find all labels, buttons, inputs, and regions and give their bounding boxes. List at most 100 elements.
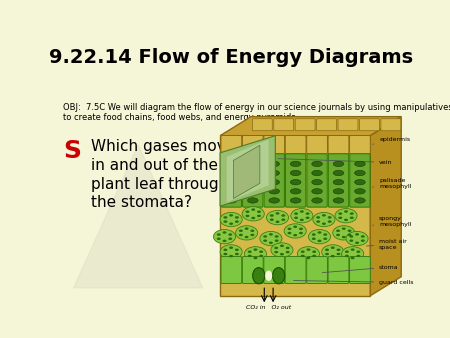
Ellipse shape	[356, 250, 360, 253]
Ellipse shape	[335, 209, 357, 223]
FancyBboxPatch shape	[285, 257, 306, 284]
FancyBboxPatch shape	[221, 136, 242, 154]
Ellipse shape	[331, 255, 335, 257]
FancyBboxPatch shape	[285, 154, 306, 207]
FancyBboxPatch shape	[285, 136, 306, 154]
Ellipse shape	[259, 250, 263, 253]
Ellipse shape	[338, 212, 342, 215]
Ellipse shape	[300, 219, 304, 221]
FancyBboxPatch shape	[264, 136, 284, 154]
Ellipse shape	[322, 214, 326, 217]
Ellipse shape	[223, 220, 227, 223]
Ellipse shape	[306, 257, 310, 259]
Ellipse shape	[355, 198, 365, 203]
Ellipse shape	[248, 161, 258, 167]
Ellipse shape	[246, 211, 249, 213]
Ellipse shape	[250, 230, 254, 232]
Ellipse shape	[350, 212, 354, 215]
Ellipse shape	[328, 220, 332, 223]
FancyBboxPatch shape	[243, 257, 263, 284]
Ellipse shape	[290, 198, 301, 203]
Polygon shape	[220, 136, 275, 206]
Ellipse shape	[316, 220, 320, 223]
FancyBboxPatch shape	[350, 136, 370, 154]
Polygon shape	[220, 117, 401, 136]
Ellipse shape	[355, 242, 359, 244]
Ellipse shape	[300, 210, 304, 213]
Ellipse shape	[248, 255, 252, 257]
Ellipse shape	[299, 227, 303, 230]
Ellipse shape	[223, 248, 227, 251]
Ellipse shape	[345, 250, 349, 253]
Ellipse shape	[336, 230, 340, 232]
Ellipse shape	[291, 209, 313, 223]
Ellipse shape	[281, 218, 285, 221]
Ellipse shape	[217, 233, 221, 236]
Ellipse shape	[306, 217, 310, 219]
Ellipse shape	[312, 250, 316, 253]
Ellipse shape	[337, 248, 341, 251]
Text: guard cells: guard cells	[293, 280, 414, 285]
Ellipse shape	[294, 212, 298, 215]
Ellipse shape	[312, 161, 322, 167]
Ellipse shape	[226, 189, 237, 194]
Ellipse shape	[345, 255, 349, 257]
Ellipse shape	[312, 198, 322, 203]
Ellipse shape	[274, 247, 278, 249]
Ellipse shape	[246, 215, 249, 217]
Ellipse shape	[290, 189, 301, 194]
Ellipse shape	[355, 170, 365, 176]
Text: moist air
space: moist air space	[366, 239, 407, 250]
Ellipse shape	[288, 232, 292, 234]
Ellipse shape	[344, 219, 348, 221]
Text: S: S	[63, 140, 81, 164]
Ellipse shape	[306, 212, 310, 215]
Ellipse shape	[361, 239, 365, 242]
Ellipse shape	[308, 230, 331, 244]
Text: palisade
mesophyll: palisade mesophyll	[373, 178, 411, 189]
FancyBboxPatch shape	[307, 154, 327, 207]
Ellipse shape	[301, 255, 305, 257]
FancyBboxPatch shape	[221, 154, 242, 207]
Ellipse shape	[269, 198, 279, 203]
Ellipse shape	[220, 245, 242, 259]
FancyBboxPatch shape	[328, 257, 349, 284]
Ellipse shape	[253, 268, 265, 284]
Ellipse shape	[337, 253, 341, 255]
Ellipse shape	[226, 198, 237, 203]
Ellipse shape	[248, 198, 258, 203]
Ellipse shape	[259, 255, 263, 257]
Ellipse shape	[356, 255, 360, 257]
Ellipse shape	[265, 270, 272, 281]
Ellipse shape	[239, 234, 243, 236]
Ellipse shape	[306, 248, 310, 251]
Polygon shape	[74, 145, 202, 288]
Ellipse shape	[220, 212, 242, 227]
Ellipse shape	[271, 243, 293, 257]
Ellipse shape	[222, 240, 226, 242]
Ellipse shape	[269, 189, 279, 194]
FancyBboxPatch shape	[221, 257, 242, 284]
Ellipse shape	[361, 235, 365, 238]
Ellipse shape	[253, 248, 257, 251]
Ellipse shape	[286, 251, 290, 254]
Text: spongy
mesophyll: spongy mesophyll	[373, 216, 411, 227]
Ellipse shape	[280, 245, 284, 247]
FancyBboxPatch shape	[307, 257, 328, 284]
Ellipse shape	[297, 247, 319, 261]
Ellipse shape	[313, 212, 335, 227]
FancyBboxPatch shape	[264, 154, 284, 207]
Ellipse shape	[269, 170, 279, 176]
Ellipse shape	[288, 227, 292, 230]
Ellipse shape	[351, 248, 355, 251]
Ellipse shape	[312, 233, 316, 236]
Ellipse shape	[290, 161, 301, 167]
Ellipse shape	[350, 217, 354, 219]
Ellipse shape	[316, 216, 320, 219]
Ellipse shape	[312, 255, 316, 257]
Text: epidermis: epidermis	[373, 137, 410, 144]
Ellipse shape	[336, 234, 340, 236]
Ellipse shape	[346, 232, 368, 246]
Ellipse shape	[235, 220, 239, 223]
Ellipse shape	[235, 216, 239, 219]
